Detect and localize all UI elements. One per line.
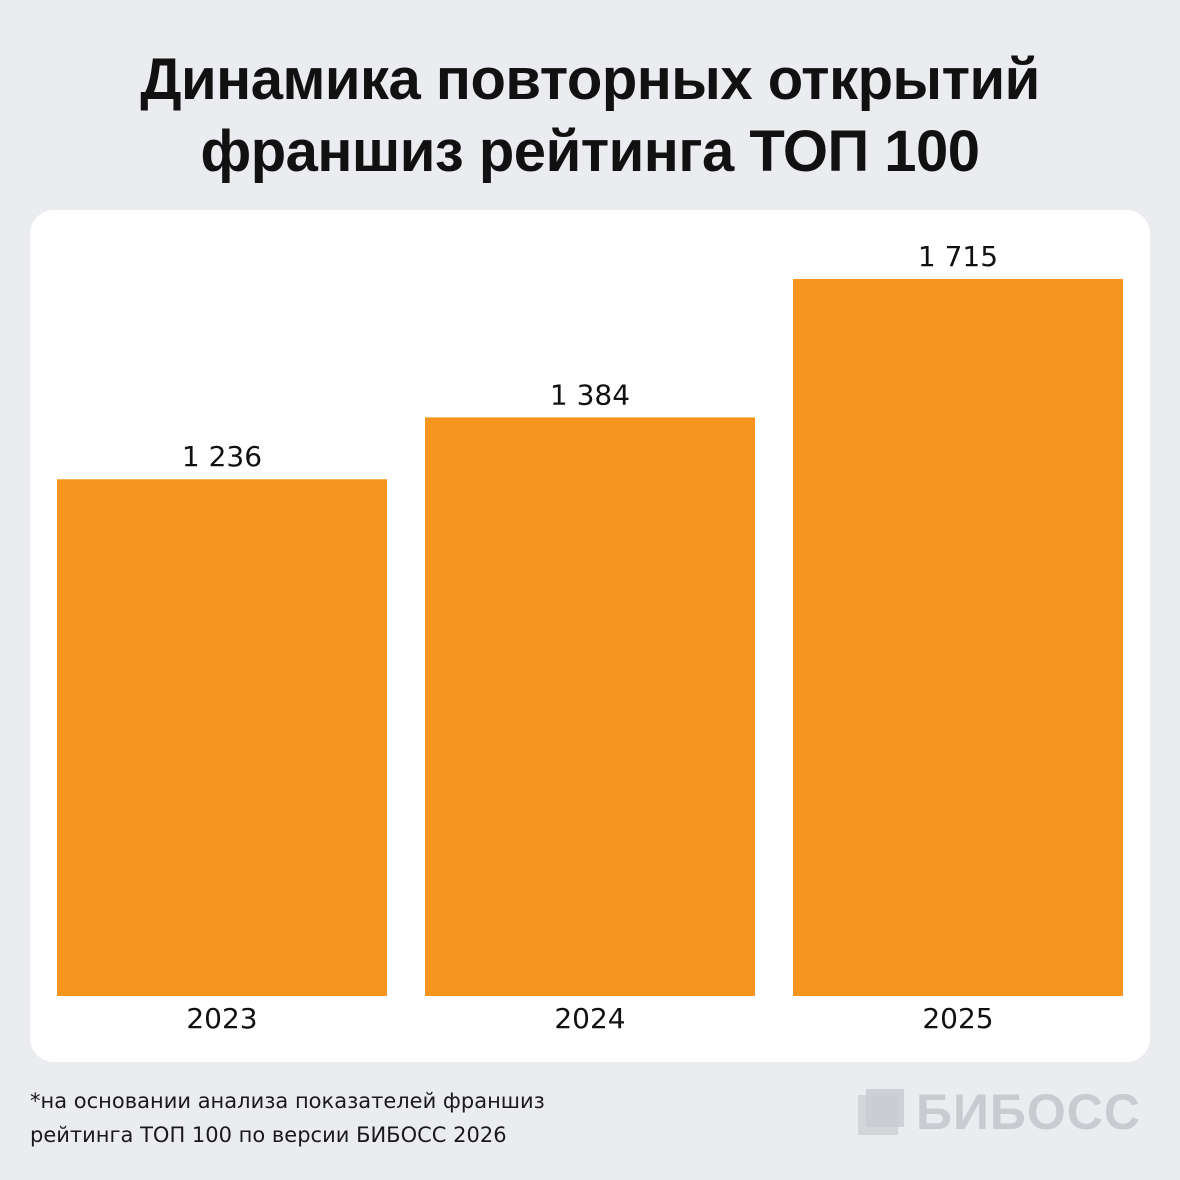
- bar-2024: [425, 417, 755, 996]
- value-label-2023: 1 236: [182, 440, 262, 473]
- bar-2025: [793, 278, 1123, 997]
- chart-title-line-1: Динамика повторных открытий: [140, 47, 1040, 112]
- value-label-2024: 1 384: [550, 378, 630, 411]
- footnote: *на основании анализа показателей франши…: [30, 1084, 545, 1152]
- footnote-line-2: рейтинга ТОП 100 по версии БИБОСС 2026: [30, 1123, 507, 1147]
- chart-title: Динамика повторных открытий франшиз рейт…: [0, 44, 1180, 188]
- category-label-2023: 2023: [186, 1002, 257, 1035]
- biboss-logo-text: БИБОСС: [916, 1084, 1141, 1140]
- biboss-logo: БИБОСС: [858, 1084, 1141, 1140]
- category-label-2025: 2025: [922, 1002, 993, 1035]
- value-label-2025: 1 715: [918, 240, 998, 273]
- bar-chart: 1 236 2023 1 384 2024 1 715 2025: [57, 240, 1123, 1035]
- chart-card: 1 236 2023 1 384 2024 1 715 2025: [30, 210, 1150, 1062]
- footnote-line-1: *на основании анализа показателей франши…: [30, 1089, 545, 1113]
- biboss-logo-mark-icon: [858, 1089, 904, 1135]
- chart-title-line-2: франшиз рейтинга ТОП 100: [200, 119, 980, 184]
- category-label-2024: 2024: [554, 1002, 625, 1035]
- bar-2023: [57, 479, 387, 996]
